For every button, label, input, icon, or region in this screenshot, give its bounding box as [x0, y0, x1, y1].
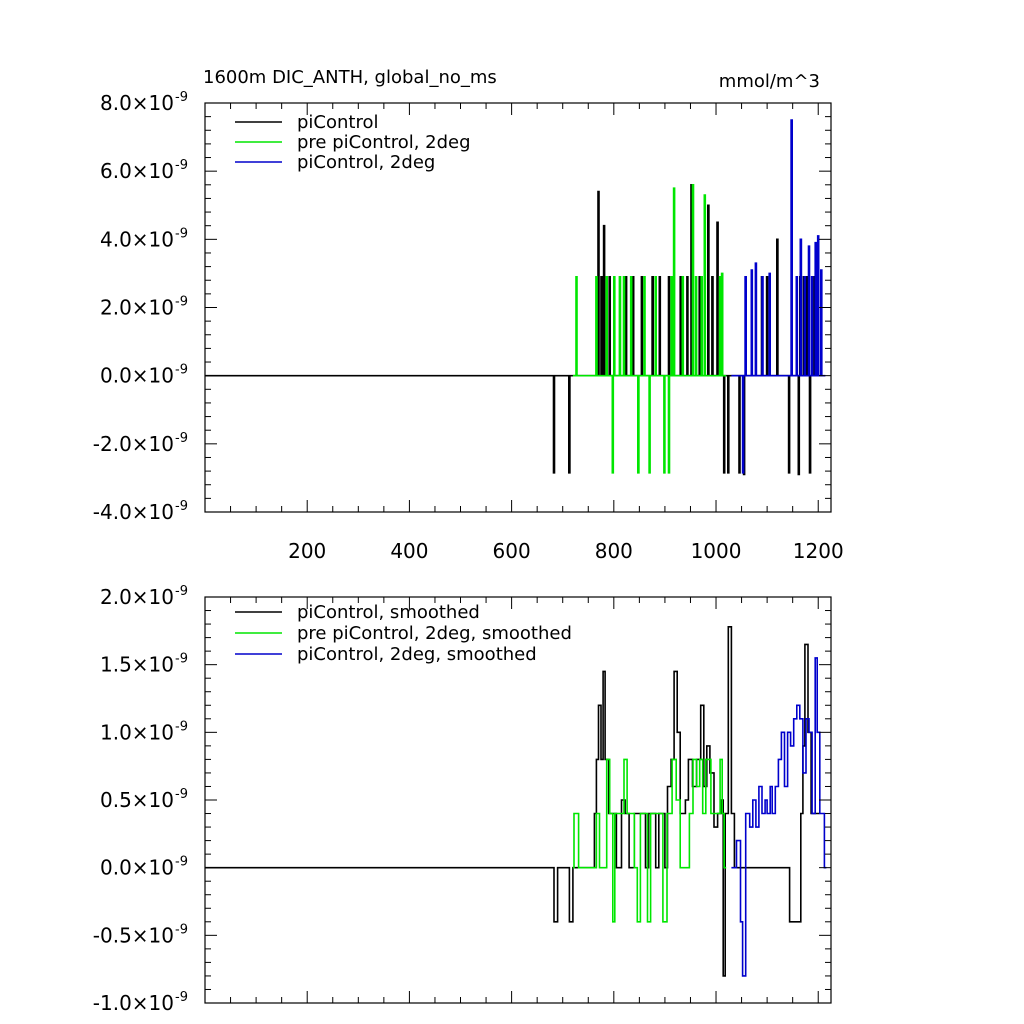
series-line-3 [731, 657, 827, 977]
x-tick-label: 200 [288, 539, 326, 563]
y-tick-exponent: -9 [175, 652, 188, 667]
y-tick-exponent: -9 [175, 226, 188, 241]
y-tick-exponent: -9 [175, 719, 188, 734]
legend-label: piControl, 2deg [297, 152, 435, 173]
legend-label: piControl [297, 112, 379, 133]
y-tick-exponent: -9 [175, 922, 188, 937]
y-tick-exponent: -9 [175, 855, 188, 870]
series-line-2 [572, 184, 727, 474]
bottom-panel: -1.0×10 -9-0.5×10 -90.0×10 -90.5×10 -91.0×10… [93, 584, 832, 1015]
y-tick-exponent: -9 [175, 295, 188, 310]
y-tick-exponent: -9 [175, 499, 188, 514]
plot-area [205, 119, 826, 476]
y-tick-label: -0.5×10 [93, 923, 174, 947]
plot-area [205, 626, 827, 977]
y-tick-label: 0.0×10 [100, 856, 174, 880]
y-tick-exponent: -9 [175, 363, 188, 378]
y-tick-label: 0.0×10 [100, 364, 174, 388]
y-tick-label: 0.5×10 [100, 788, 174, 812]
y-tick-exponent: -9 [175, 990, 188, 1005]
x-tick-label: 400 [390, 539, 428, 563]
y-tick-exponent: -9 [175, 431, 188, 446]
y-tick-label: -1.0×10 [93, 991, 174, 1015]
y-tick-exponent: -9 [175, 584, 188, 599]
series-line-3 [731, 119, 826, 474]
y-tick-label: 1.5×10 [100, 653, 174, 677]
units-label: mmol/m^3 [719, 71, 820, 92]
y-tick-exponent: -9 [175, 90, 188, 105]
y-tick-label: -2.0×10 [93, 432, 174, 456]
y-tick-label: 2.0×10 [100, 585, 174, 609]
y-tick-exponent: -9 [175, 787, 188, 802]
y-tick-label: 1.0×10 [100, 720, 174, 744]
x-tick-label: 1000 [691, 539, 742, 563]
legend-label: pre piControl, 2deg, smoothed [297, 623, 572, 644]
y-tick-label: 2.0×10 [100, 296, 174, 320]
y-tick-exponent: -9 [175, 158, 188, 173]
y-tick-label: 6.0×10 [100, 159, 174, 183]
chart-title: 1600m DIC_ANTH, global_no_ms [203, 67, 497, 88]
x-tick-label: 800 [595, 539, 633, 563]
series-line-1 [205, 626, 820, 977]
y-tick-label: 4.0×10 [100, 227, 174, 251]
legend-label: pre piControl, 2deg [297, 132, 471, 153]
legend-label: piControl, smoothed [297, 602, 480, 623]
y-tick-label: -4.0×10 [93, 500, 174, 524]
top-panel: 200 400 600 800 1000 1200-4.0×10 -9-2.0×10 -90.… [93, 90, 844, 563]
y-tick-label: 8.0×10 [100, 91, 174, 115]
x-tick-label: 600 [493, 539, 531, 563]
x-tick-label: 1200 [793, 539, 844, 563]
legend-label: piControl, 2deg, smoothed [297, 644, 537, 665]
series-line-2 [572, 758, 727, 923]
series-line-1 [205, 184, 819, 476]
